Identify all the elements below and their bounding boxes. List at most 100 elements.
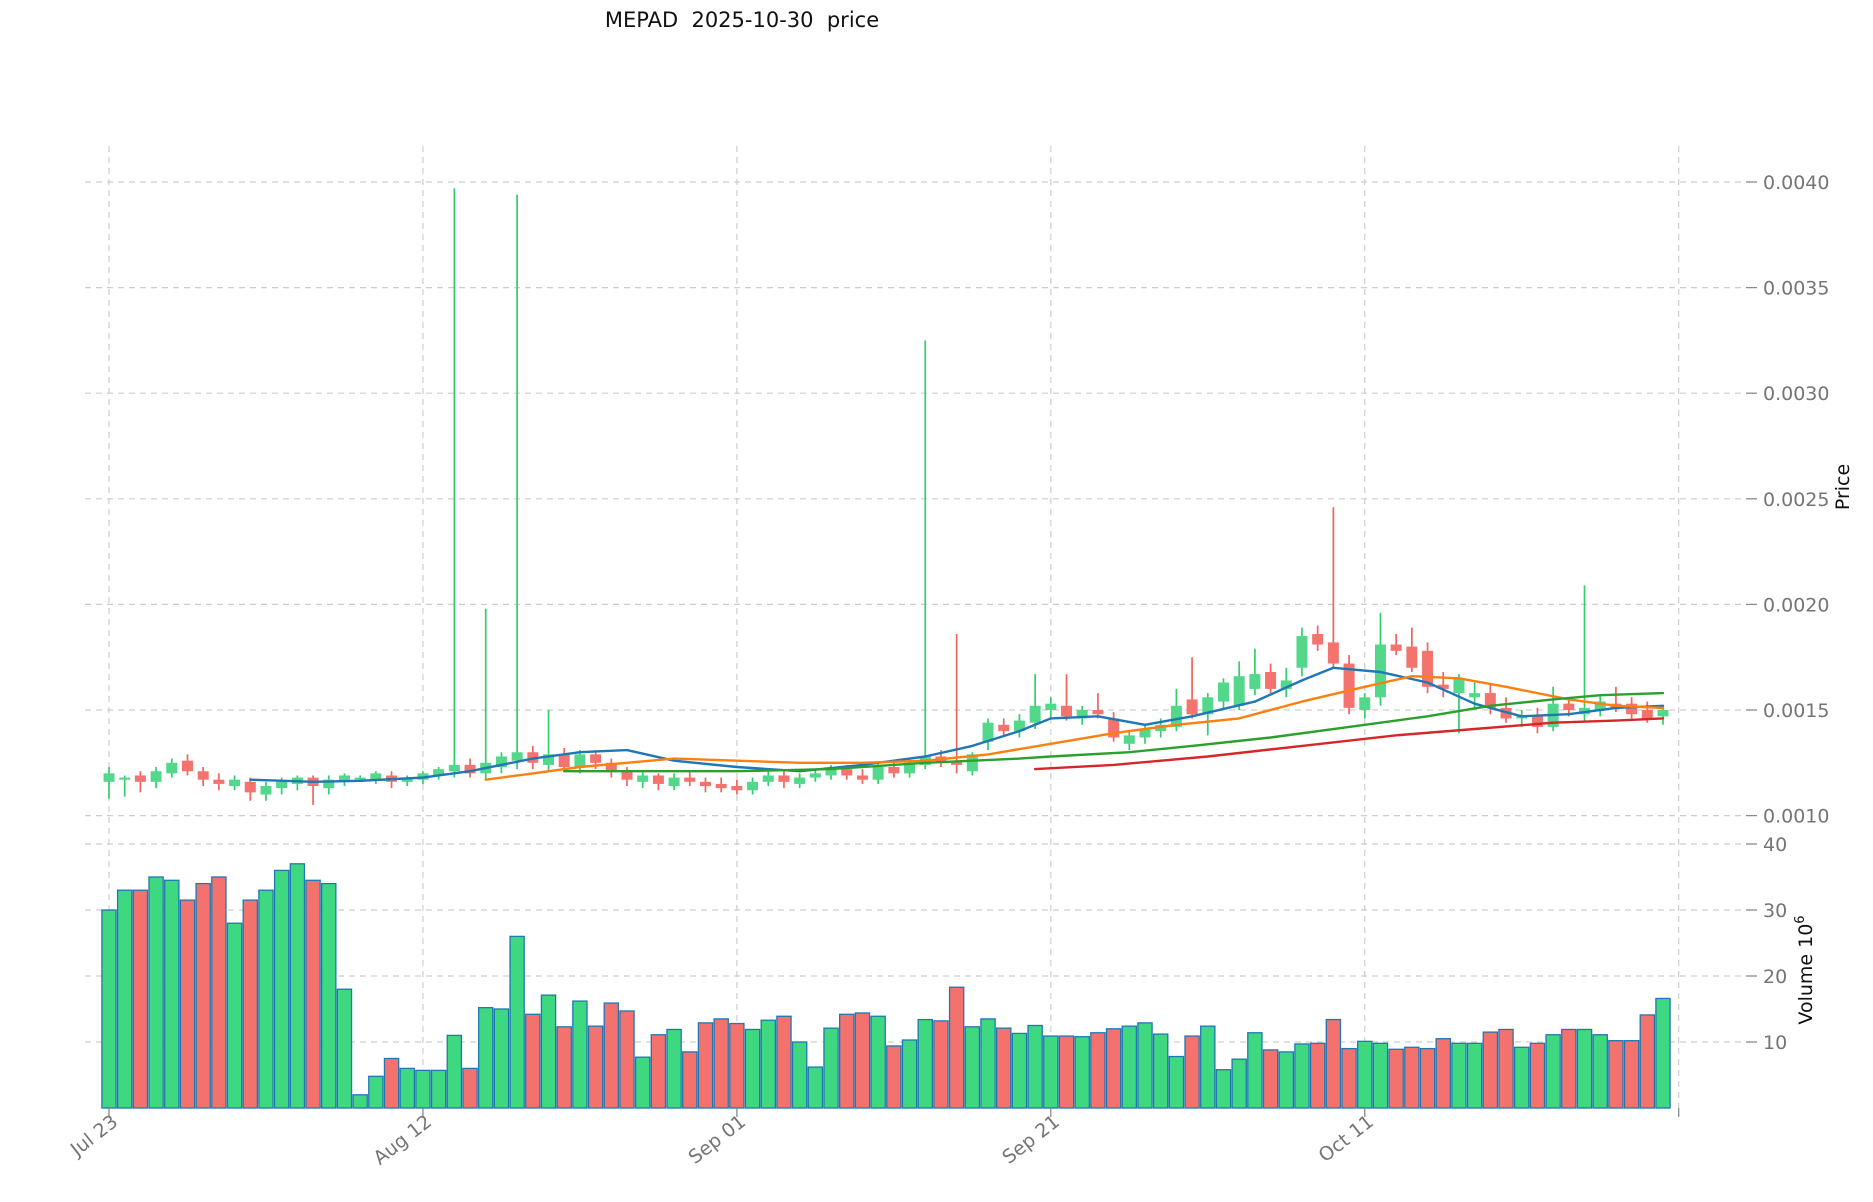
volume-bar-2025-08-25 — [619, 1010, 635, 1109]
volume-bar-2025-10-21 — [1513, 1046, 1530, 1109]
volume-bar-2025-07-27 — [164, 879, 180, 1109]
candle-2025-10-16 — [1437, 671, 1449, 698]
volume-bar-2025-10-06 — [1278, 1051, 1295, 1109]
candle-2025-10-03 — [1233, 661, 1245, 710]
volume-axis-title: Volume 106 — [1793, 915, 1817, 1024]
volume-bar-2025-07-28 — [179, 899, 196, 1109]
candle-2025-08-24 — [605, 758, 617, 778]
candle-2025-08-13 — [433, 767, 445, 780]
volume-bar-2025-09-25 — [1105, 1028, 1122, 1109]
candle-2025-10-26 — [1594, 695, 1606, 717]
candle-2025-09-03 — [762, 771, 774, 787]
candle-2025-09-09 — [856, 769, 868, 784]
volume-tick-label: 40 — [1763, 834, 1787, 856]
candle-2025-08-01 — [244, 777, 256, 801]
volume-bar-2025-08-13 — [430, 1069, 447, 1109]
candle-2025-08-20 — [543, 710, 555, 772]
candle-2025-08-25 — [621, 767, 633, 787]
candle-2025-09-06 — [809, 769, 821, 782]
candle-2025-09-01 — [731, 779, 743, 795]
volume-bar-2025-09-29 — [1168, 1055, 1185, 1109]
volume-bar-2025-08-09 — [368, 1075, 384, 1109]
volume-bar-2025-10-26 — [1592, 1034, 1608, 1109]
volume-bar-2025-09-20 — [1027, 1024, 1043, 1109]
volume-bar-2025-10-09 — [1325, 1018, 1342, 1109]
price-panel — [103, 188, 1669, 806]
volume-bar-2025-07-24 — [116, 889, 133, 1109]
volume-bar-2025-08-18 — [509, 935, 525, 1109]
volume-bar-2025-10-17 — [1451, 1042, 1467, 1109]
volume-bar-2025-10-28 — [1623, 1040, 1640, 1109]
volume-tick-label: 30 — [1763, 900, 1787, 922]
volume-bar-2025-08-17 — [493, 1008, 510, 1109]
price-tick-label: 0.0015 — [1763, 700, 1829, 722]
volume-bar-2025-08-01 — [242, 899, 259, 1109]
candle-2025-09-15 — [951, 633, 963, 774]
volume-bar-2025-10-05 — [1262, 1049, 1279, 1109]
volume-bar-2025-08-28 — [666, 1028, 682, 1109]
volume-bar-2025-10-20 — [1498, 1028, 1514, 1109]
candle-2025-09-11 — [888, 760, 900, 778]
candle-2025-08-06 — [323, 775, 335, 795]
price-tick-label: 0.0020 — [1763, 594, 1829, 616]
candle-2025-09-21 — [1045, 697, 1057, 719]
volume-bar-2025-08-19 — [525, 1013, 541, 1109]
ma-fast-blue — [249, 666, 1665, 783]
candle-2025-09-02 — [747, 777, 759, 795]
chart-title: MEPAD 2025-10-30 price — [604, 8, 880, 32]
candle-2025-08-29 — [684, 771, 696, 787]
price-tick-label: 0.0030 — [1763, 383, 1829, 405]
candle-2025-09-30 — [1186, 657, 1198, 719]
volume-bar-2025-09-18 — [995, 1027, 1012, 1109]
candle-2025-10-09 — [1327, 507, 1339, 668]
candle-2025-10-14 — [1406, 627, 1418, 672]
candle-2025-08-09 — [370, 771, 382, 784]
volume-bar-2025-09-19 — [1011, 1032, 1028, 1109]
candle-2025-08-18 — [511, 194, 523, 770]
candle-2025-10-02 — [1217, 678, 1229, 708]
candle-2025-07-31 — [229, 775, 241, 791]
volume-bar-2025-08-24 — [603, 1002, 620, 1109]
candle-2025-09-17 — [982, 718, 994, 751]
volume-bar-2025-10-19 — [1482, 1031, 1499, 1109]
volume-bar-2025-09-14 — [933, 1020, 949, 1109]
candle-2025-08-28 — [668, 773, 680, 791]
volume-bar-2025-08-16 — [477, 1007, 494, 1109]
volume-bar-2025-10-10 — [1341, 1047, 1357, 1109]
candle-2025-10-15 — [1422, 642, 1434, 694]
volume-bar-2025-08-04 — [289, 863, 306, 1109]
candle-2025-07-26 — [150, 767, 162, 789]
volume-bar-2025-07-26 — [148, 876, 164, 1109]
volume-bar-2025-08-31 — [713, 1018, 729, 1109]
candle-2025-10-01 — [1202, 693, 1214, 736]
volume-bar-2025-08-26 — [634, 1056, 651, 1109]
volume-bar-2025-08-06 — [321, 882, 337, 1109]
candle-2025-09-13 — [919, 340, 931, 770]
volume-bar-2025-09-03 — [760, 1019, 777, 1109]
candle-2025-10-22 — [1531, 707, 1543, 734]
volume-bar-2025-10-11 — [1357, 1040, 1373, 1109]
candle-2025-10-06 — [1280, 667, 1292, 698]
price-tick-label: 0.0035 — [1763, 278, 1829, 300]
candle-2025-08-14 — [448, 188, 460, 778]
volume-bar-2025-08-10 — [383, 1057, 400, 1109]
volume-bar-2025-09-22 — [1058, 1035, 1075, 1109]
volume-bar-2025-07-23 — [101, 909, 117, 1109]
volume-bar-2025-10-03 — [1231, 1058, 1247, 1109]
volume-bar-2025-10-25 — [1576, 1028, 1593, 1109]
candle-2025-09-22 — [1061, 674, 1073, 721]
volume-bar-2025-08-05 — [305, 879, 321, 1109]
x-tick-label: Aug 12 — [369, 1111, 436, 1170]
volume-bar-2025-09-09 — [854, 1012, 871, 1109]
candle-2025-10-13 — [1390, 633, 1402, 656]
volume-bar-2025-10-18 — [1466, 1042, 1483, 1109]
candle-2025-08-15 — [464, 758, 476, 778]
volume-bar-2025-09-23 — [1074, 1036, 1090, 1109]
volume-bar-2025-09-27 — [1137, 1022, 1153, 1109]
volume-bar-2025-09-15 — [948, 986, 965, 1109]
candle-2025-09-19 — [1013, 714, 1025, 738]
volume-bar-2025-08-12 — [415, 1069, 431, 1109]
candle-2025-10-19 — [1484, 684, 1496, 715]
x-tick-label: Sep 21 — [998, 1111, 1064, 1169]
